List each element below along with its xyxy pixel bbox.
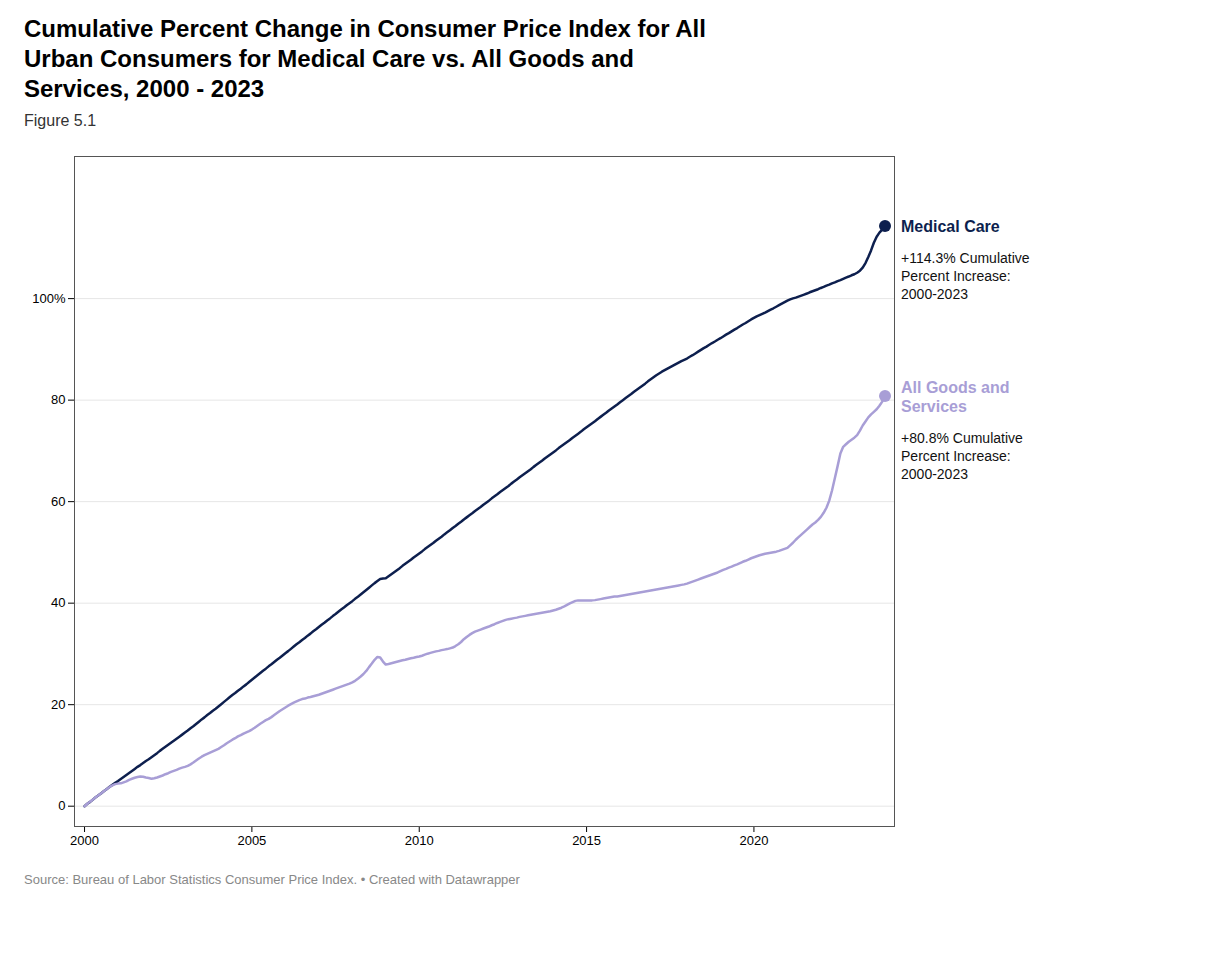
html-text:Cumulative Percent Change in C: Cumulative Percent Change in Consumer Pr… — [24, 15, 706, 42]
svg-text:All Goods andServices: All Goods andServices — [901, 379, 1009, 415]
html-text:Services, 2000 - 2023: Services, 2000 - 2023 — [24, 75, 265, 102]
svg-text:2020: 2020 — [739, 833, 768, 848]
svg-text:80: 80 — [51, 392, 65, 407]
svg-text:100%: 100% — [32, 291, 66, 306]
html-text:Source: Bureau of Labor Statis: Source: Bureau of Labor Statistics Consu… — [24, 872, 520, 887]
svg-text:2005: 2005 — [237, 833, 266, 848]
svg-text:20: 20 — [51, 697, 65, 712]
svg-text:+114.3% CumulativePercent Incr: +114.3% CumulativePercent Increase:2000-… — [901, 250, 1030, 302]
svg-text:60: 60 — [51, 494, 65, 509]
svg-text:2000: 2000 — [70, 833, 99, 848]
html-text:Figure 5.1: Figure 5.1 — [24, 112, 96, 129]
svg-text:Medical Care: Medical Care — [901, 218, 1000, 235]
svg-text:2010: 2010 — [405, 833, 434, 848]
svg-text:40: 40 — [51, 595, 65, 610]
svg-text:+80.8% CumulativePercent Incre: +80.8% CumulativePercent Increase:2000-2… — [901, 430, 1023, 482]
svg-text:2015: 2015 — [572, 833, 601, 848]
svg-text:0: 0 — [58, 798, 65, 813]
html-text:Urban Consumers for Medical Ca: Urban Consumers for Medical Care vs. All… — [24, 45, 634, 72]
